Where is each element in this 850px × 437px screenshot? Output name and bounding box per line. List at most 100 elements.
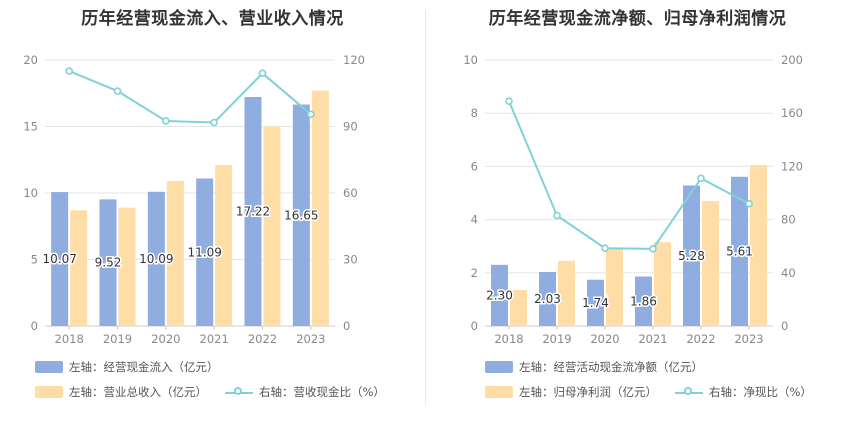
x-tick-label: 2020	[590, 332, 619, 346]
bar-data-label: 5.61	[726, 244, 753, 258]
y-left-tick-label: 20	[23, 53, 38, 67]
legend-item-cash-inflow[interactable]: 左轴：经营现金流入（亿元）	[35, 359, 219, 375]
line-series	[68, 70, 312, 124]
y-right-tick-label: 160	[781, 106, 803, 120]
line-point	[113, 87, 122, 95]
bar-primary	[587, 279, 604, 326]
legend-label: 左轴：归母净利润（亿元）	[519, 385, 657, 399]
x-tick-label: 2023	[296, 332, 325, 346]
bar-secondary	[750, 165, 767, 326]
chart-net-cash-profit: 0 2 4 6 8 10 0 40 80 120 160 200 2018 2019 2020 2021 202…	[463, 53, 803, 346]
bar-secondary	[215, 165, 233, 326]
bar-primary	[51, 192, 69, 326]
legend-item-net-cash-ratio[interactable]: 右轴：净现比（%）	[675, 384, 812, 400]
bar-secondary	[510, 290, 527, 326]
bar-data-label: 1.74	[582, 296, 609, 310]
bar-primary	[292, 104, 310, 327]
legend-swatch-orange	[485, 386, 513, 398]
bar-primary	[731, 176, 748, 326]
y-left-tick-label: 5	[31, 253, 38, 267]
x-tick-label: 2021	[638, 332, 667, 346]
line-point	[258, 69, 267, 78]
bar-data-label: 1.86	[630, 294, 657, 308]
y-left-tick-label: 4	[471, 213, 478, 227]
legend-swatch-blue	[485, 361, 513, 373]
bar-secondary	[70, 210, 88, 326]
y-left-tick-label: 10	[463, 53, 478, 67]
line-point	[307, 110, 315, 119]
y-left-tick-label: 0	[471, 319, 478, 333]
x-tick-label: 2023	[734, 332, 763, 346]
bar-primary	[147, 191, 165, 326]
bar-secondary	[166, 181, 184, 326]
bar-secondary	[263, 126, 281, 326]
bar-data-label: 16.65	[284, 208, 318, 222]
bar-data-label: 10.09	[139, 252, 173, 266]
bar-primary	[196, 178, 214, 326]
bar-data-label: 17.22	[236, 204, 270, 218]
legend-label: 右轴：营收现金比（%）	[259, 385, 385, 399]
y-right-tick-label: 30	[343, 253, 358, 267]
legend-label: 左轴：经营现金流入（亿元）	[69, 360, 219, 374]
x-tick-label: 2019	[103, 332, 132, 346]
line-point	[697, 174, 705, 183]
bar-data-label: 5.28	[678, 249, 705, 263]
legend-swatch-blue	[35, 361, 63, 373]
x-tick-label: 2018	[494, 332, 523, 346]
bar-secondary	[558, 260, 575, 326]
bar-primary	[99, 199, 117, 326]
legend-item-net-operating-cash[interactable]: 左轴：经营活动现金流净额（亿元）	[485, 359, 703, 375]
y-left-tick-label: 8	[471, 106, 478, 120]
chart-title: 历年经营现金流净额、归母净利润情况	[488, 9, 787, 29]
y-right-tick-label: 80	[781, 213, 796, 227]
chart-title: 历年经营现金流入、营业收入情况	[81, 9, 344, 29]
line-point	[553, 211, 561, 220]
legend-swatch-orange	[35, 386, 63, 398]
y-left-tick-label: 6	[471, 159, 478, 173]
legend-row-2: 左轴：营业总收入（亿元） 右轴：营收现金比（%）	[35, 384, 385, 400]
legend-label: 左轴：营业总收入（亿元）	[69, 385, 207, 399]
bar-secondary	[311, 90, 329, 326]
line-point	[649, 245, 657, 253]
legend-line-marker-icon	[675, 386, 703, 398]
y-left-tick-label: 0	[31, 319, 38, 333]
y-right-tick-label: 90	[343, 120, 358, 134]
x-tick-label: 2022	[248, 332, 277, 346]
bar-secondary	[606, 247, 623, 326]
bar-primary	[244, 96, 262, 326]
legend-item-revenue[interactable]: 左轴：营业总收入（亿元）	[35, 384, 207, 400]
x-tick-label: 2018	[55, 332, 84, 346]
legend-row-2: 左轴：归母净利润（亿元） 右轴：净现比（%）	[485, 384, 812, 400]
y-right-tick-label: 0	[343, 319, 350, 333]
bar-data-label: 2.30	[486, 288, 513, 302]
line-point	[210, 118, 218, 127]
bar-primary	[635, 276, 652, 326]
line-point	[162, 117, 170, 125]
legend-row-1: 左轴：经营现金流入（亿元）	[35, 359, 219, 375]
bar-primary	[491, 264, 508, 326]
bar-secondary	[654, 242, 671, 326]
legend-row-1: 左轴：经营活动现金流净额（亿元）	[485, 359, 703, 375]
bar-data-label: 9.52	[95, 256, 122, 270]
legend-label: 右轴：净现比（%）	[709, 385, 812, 399]
y-right-tick-label: 60	[343, 186, 358, 200]
legend-line-marker-icon	[225, 386, 253, 398]
bar-primary	[683, 185, 700, 326]
line-point	[601, 244, 609, 252]
y-right-tick-label: 200	[781, 53, 803, 67]
x-tick-label: 2019	[542, 332, 571, 346]
chart-panel-net-cash: 0 2 4 6 8 10 0 40 80 120 160 200 2018 2019 2020 2021 202…	[425, 0, 850, 437]
line-point	[65, 67, 73, 75]
y-left-tick-label: 15	[23, 120, 38, 134]
x-tick-label: 2020	[151, 332, 180, 346]
x-tick-label: 2022	[686, 332, 715, 346]
legend-item-revenue-cash-ratio[interactable]: 右轴：营收现金比（%）	[225, 384, 385, 400]
legend-item-net-profit[interactable]: 左轴：归母净利润（亿元）	[485, 384, 657, 400]
bar-data-label: 2.03	[534, 292, 561, 306]
bar-data-label: 10.07	[42, 252, 76, 266]
y-right-tick-label: 120	[343, 53, 365, 67]
bar-secondary	[118, 207, 136, 326]
bar-secondary	[702, 200, 719, 326]
y-right-tick-label: 0	[781, 319, 788, 333]
chart-panel-cash-inflow: 0 5 10 15 20 0 30 60 90 120 2018 2019 2020 2021 2022 20…	[23, 9, 385, 400]
